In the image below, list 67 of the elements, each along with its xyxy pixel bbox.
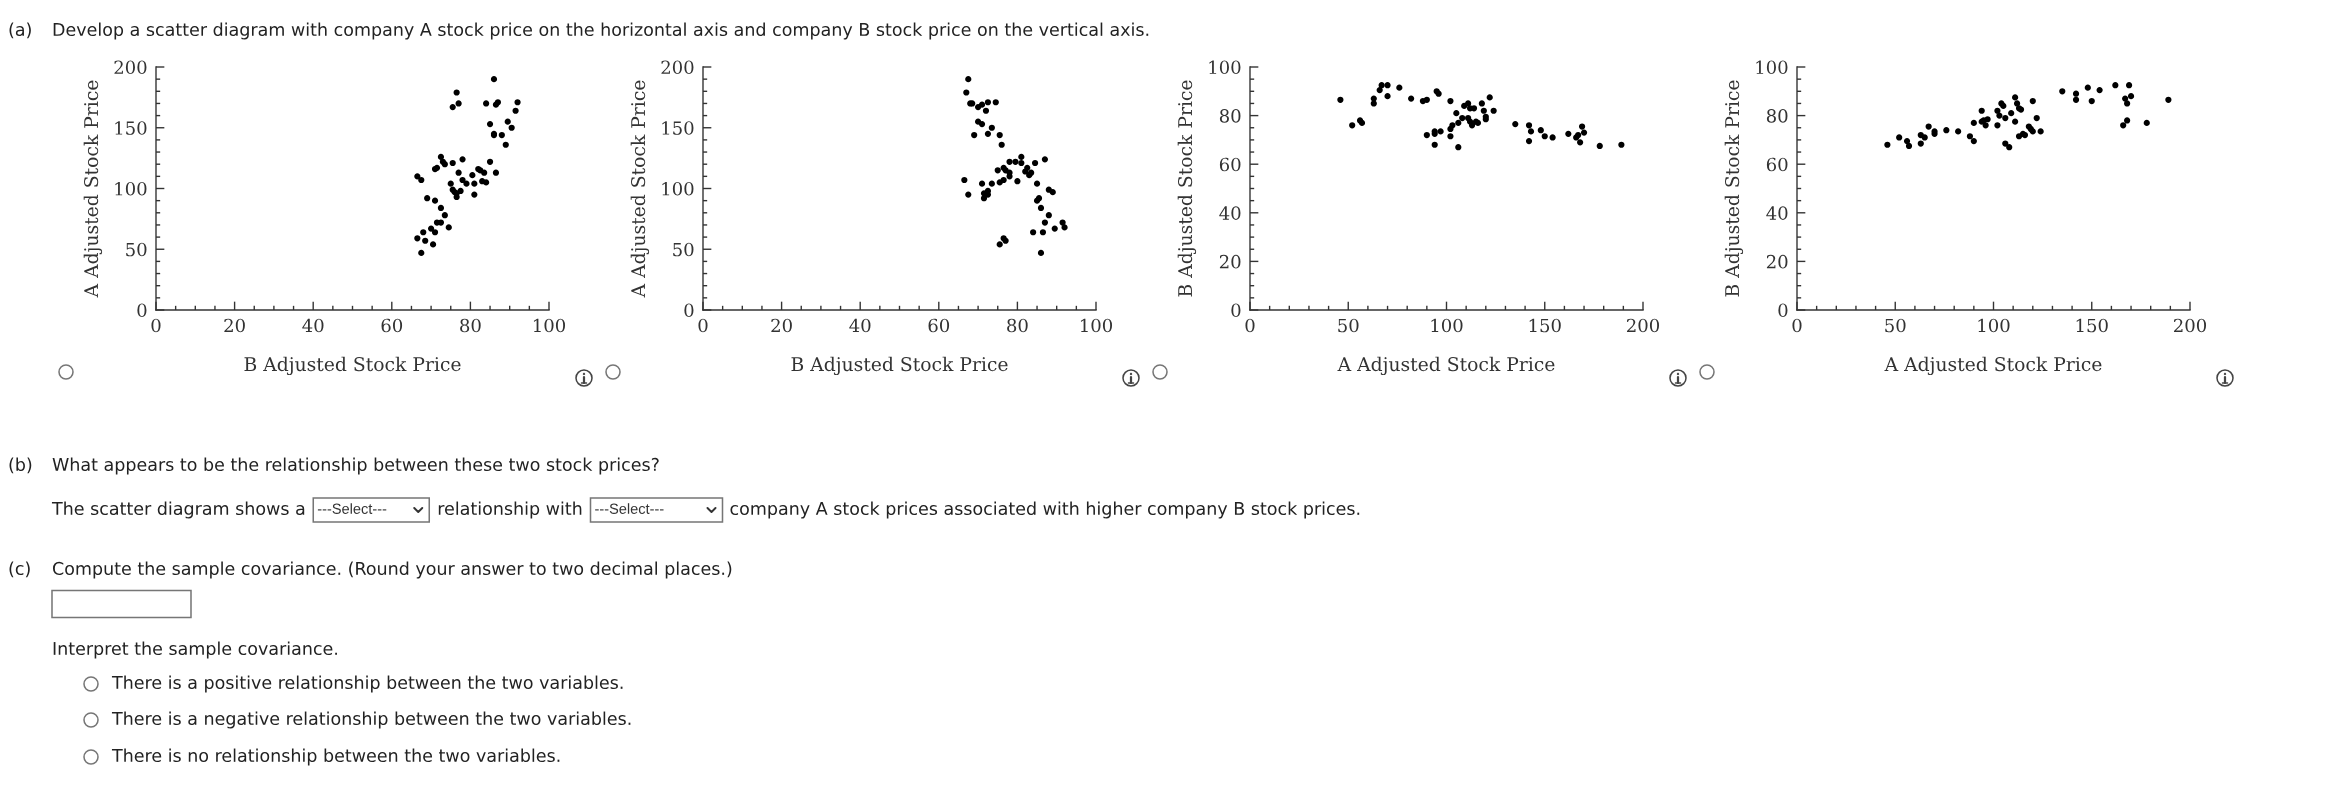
y-tick-label: 60 (1219, 157, 1241, 172)
y-tick-label: 0 (684, 303, 694, 318)
y-tick-label: 60 (1766, 157, 1788, 172)
y-tick-label: 50 (126, 242, 147, 257)
x-tick-label: 80 (1007, 318, 1028, 333)
text: relationship with (438, 501, 582, 519)
x-tick-label: 0 (1245, 318, 1255, 333)
y-tick-label: 20 (1766, 254, 1788, 269)
text: ---Select--- (595, 503, 664, 514)
x-tick-label: 150 (2076, 318, 2108, 333)
text: The scatter diagram shows a (51, 501, 305, 519)
text: Compute the sample covariance. (Round your answer to two decimal places.) (52, 561, 732, 579)
x-tick-label: 60 (928, 318, 950, 333)
x-tick-label: 20 (771, 318, 792, 333)
y-tick-label: 150 (662, 121, 694, 135)
x-tick-label: 100 (1978, 318, 2010, 333)
y-tick-label: 40 (1766, 206, 1788, 220)
x-axis-title: A Adjusted Stock Price (1884, 356, 2102, 376)
text: Interpret the sample covariance. (53, 641, 337, 659)
x-tick-label: 100 (1080, 318, 1113, 333)
y-tick-label: 100 (1209, 60, 1241, 75)
y-tick-label: 40 (1219, 206, 1241, 220)
y-axis-title: A Adjusted Stock Price (83, 80, 103, 298)
x-tick-label: 0 (1792, 318, 1802, 333)
x-tick-label: 40 (849, 318, 871, 333)
x-tick-label: 150 (1529, 318, 1561, 333)
x-tick-label: 20 (224, 318, 245, 333)
text: company A stock prices associated with higher company B stock prices. (730, 501, 1360, 519)
text: ---Select--- (317, 503, 387, 514)
x-tick-label: 0 (151, 318, 161, 333)
y-axis-title: B Adjusted Stock Price (1177, 80, 1197, 297)
y-tick-label: 80 (1219, 109, 1241, 123)
y-tick-label: 0 (137, 303, 147, 318)
text: There is a positive relationship between the two variables. (111, 675, 623, 693)
y-tick-label: 80 (1766, 109, 1788, 123)
text: Develop a scatter diagram with company A stock price on the horizontal axis and company B stock price on the vertical axis. (53, 22, 1149, 40)
y-tick-label: 100 (1756, 60, 1788, 75)
text: (b) (9, 457, 32, 474)
text: There is no relationship between the two variables. (111, 748, 560, 766)
y-tick-label: 50 (673, 242, 694, 257)
x-tick-label: 200 (1626, 318, 1660, 333)
x-tick-label: 60 (381, 318, 403, 333)
y-axis-title: B Adjusted Stock Price (1724, 80, 1744, 297)
x-tick-label: 0 (698, 318, 708, 333)
y-tick-label: 20 (1219, 254, 1241, 269)
x-axis-title: B Adjusted Stock Price (244, 356, 461, 376)
x-tick-label: 200 (2173, 318, 2207, 333)
x-tick-label: 50 (1338, 318, 1359, 333)
y-tick-label: 0 (1778, 303, 1788, 318)
text: What appears to be the relationship between these two stock prices? (52, 457, 659, 475)
text: There is a negative relationship between the two variables. (111, 711, 631, 729)
x-axis-title: B Adjusted Stock Price (791, 356, 1008, 376)
y-tick-label: 150 (115, 121, 147, 135)
x-tick-label: 50 (1885, 318, 1906, 333)
x-tick-label: 40 (302, 318, 324, 333)
y-tick-label: 200 (114, 60, 147, 75)
y-tick-label: 100 (662, 181, 694, 196)
x-tick-label: 80 (460, 318, 481, 333)
x-axis-title: A Adjusted Stock Price (1337, 356, 1555, 376)
y-tick-label: 100 (115, 181, 147, 196)
x-tick-label: 100 (1431, 318, 1463, 333)
text: (a) (9, 22, 31, 39)
x-tick-label: 100 (533, 318, 566, 333)
text: (c) (9, 561, 30, 578)
y-tick-label: 200 (661, 60, 694, 75)
y-axis-title: A Adjusted Stock Price (630, 80, 650, 298)
y-tick-label: 0 (1231, 303, 1241, 318)
